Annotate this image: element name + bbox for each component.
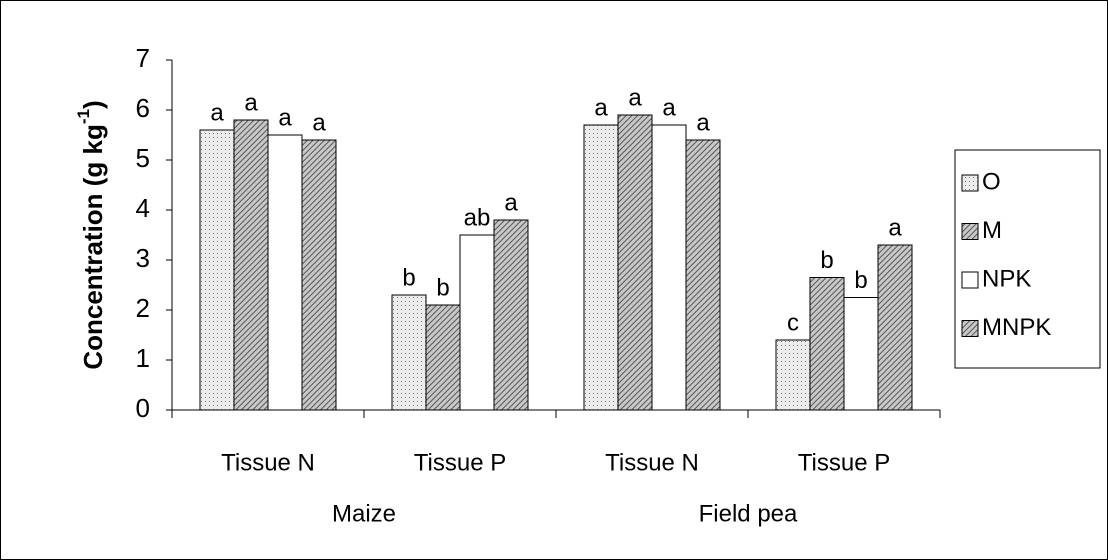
significance-letter: b xyxy=(402,264,415,291)
significance-letter: a xyxy=(696,109,710,136)
x-tick-label: Tissue N xyxy=(221,449,315,476)
significance-letter: a xyxy=(628,84,642,111)
significance-letter: a xyxy=(888,214,902,241)
bar xyxy=(651,124,687,411)
bar xyxy=(583,124,619,411)
bar xyxy=(267,134,303,411)
significance-letter: b xyxy=(436,274,449,301)
bar xyxy=(775,339,811,411)
legend-box xyxy=(954,149,1101,369)
y-axis-label-end: ) xyxy=(78,100,108,109)
y-tick-label: 0 xyxy=(136,393,150,423)
significance-letter: b xyxy=(820,247,833,274)
bar xyxy=(199,129,235,411)
legend-swatch xyxy=(961,320,979,337)
bar xyxy=(617,114,653,411)
legend-swatch xyxy=(961,223,979,240)
y-tick-label: 5 xyxy=(136,143,150,173)
significance-letter: a xyxy=(312,109,326,136)
bar xyxy=(301,139,337,411)
group-label: Field pea xyxy=(699,500,798,527)
legend-label: MNPK xyxy=(982,314,1051,341)
bar xyxy=(493,219,529,411)
x-tick-label: Tissue P xyxy=(798,449,890,476)
y-tick-label: 1 xyxy=(136,343,150,373)
bar xyxy=(809,277,845,411)
x-tick-label: Tissue N xyxy=(605,449,699,476)
y-tick-label: 4 xyxy=(136,193,150,223)
bar xyxy=(233,119,269,411)
y-axis-label: Concentration (g kg-1) xyxy=(74,100,107,369)
bar xyxy=(877,244,913,411)
significance-letter: a xyxy=(594,94,608,121)
y-tick-label: 6 xyxy=(136,93,150,123)
y-tick-label: 2 xyxy=(136,293,150,323)
legend-label: M xyxy=(982,217,1002,244)
bar xyxy=(843,297,879,411)
significance-letter: a xyxy=(278,104,292,131)
significance-letter: a xyxy=(244,89,258,116)
y-axis-label-sup: -1 xyxy=(74,109,93,124)
legend-label: NPK xyxy=(982,265,1031,292)
significance-letter: a xyxy=(504,189,518,216)
significance-letter: b xyxy=(854,267,867,294)
y-tick-label: 3 xyxy=(136,243,150,273)
significance-letter: c xyxy=(787,309,799,336)
legend-swatch xyxy=(961,174,979,192)
y-tick-label: 7 xyxy=(136,43,150,73)
significance-letter: a xyxy=(210,99,224,126)
bar xyxy=(459,234,495,411)
y-axis-label-main: Concentration (g kg xyxy=(78,124,108,370)
significance-letter: a xyxy=(662,94,676,121)
bar xyxy=(425,304,461,411)
legend-label: O xyxy=(982,168,1001,195)
group-label: Maize xyxy=(332,500,396,527)
bar xyxy=(685,139,721,411)
legend-swatch xyxy=(961,271,979,289)
bar xyxy=(391,294,427,411)
x-tick-label: Tissue P xyxy=(414,449,506,476)
significance-letter: ab xyxy=(464,204,491,231)
